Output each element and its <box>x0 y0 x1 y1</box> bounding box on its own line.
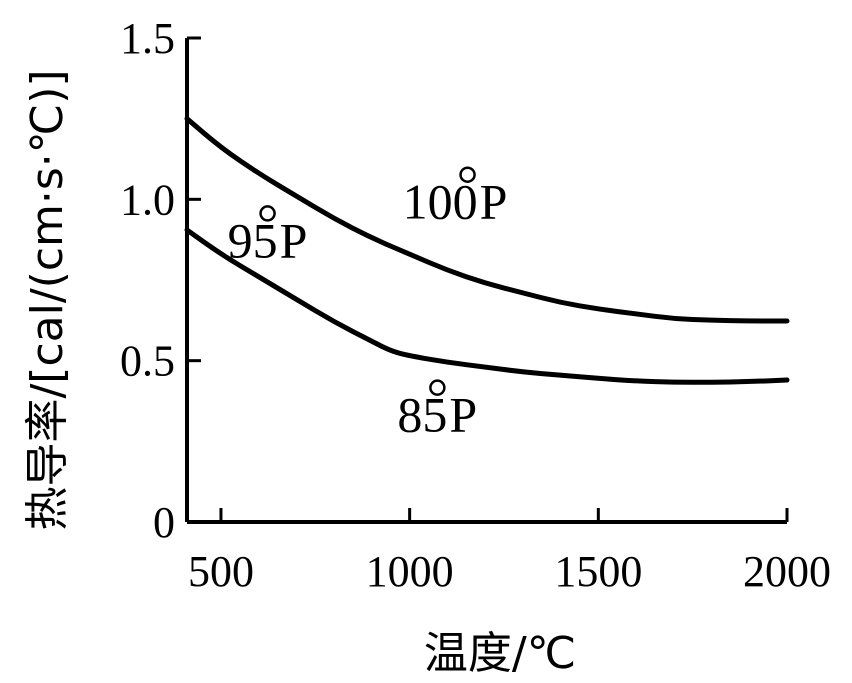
y-tick-label: 1.5 <box>120 14 175 63</box>
y-tick-label: 0.5 <box>120 337 175 386</box>
series-label-suffix: P <box>280 212 308 268</box>
y-axis-title: 热导率/[cal/(cm·s·℃)] <box>22 69 73 530</box>
series-label-100P: 100 P <box>403 166 508 230</box>
x-tick-label: 1500 <box>554 547 642 596</box>
x-axis-title: 温度/℃ <box>424 628 576 679</box>
series-label-number: 85 <box>397 387 447 443</box>
x-tick-label: 1000 <box>366 547 454 596</box>
series-lines <box>184 116 790 385</box>
series-labels: 100 P95 P85 P <box>228 166 508 443</box>
x-tick-label: 500 <box>188 547 254 596</box>
degree-ring <box>459 166 476 183</box>
x-tick-label: 2000 <box>743 547 831 596</box>
y-tick-label: 1.0 <box>120 175 175 224</box>
series-label-suffix: P <box>480 174 508 230</box>
tick-marks: 0 0.5 1.0 1.5 500 1000 1500 2000 <box>120 14 831 596</box>
series-line-95P <box>184 227 790 385</box>
degree-ring <box>259 205 276 222</box>
series-label-number: 95 <box>228 212 278 268</box>
series-label-suffix: P <box>449 387 477 443</box>
series-label-95P: 95 P <box>228 205 308 268</box>
series-label-85P: 85 P <box>397 379 477 443</box>
series-label-number: 100 <box>403 174 478 230</box>
degree-ring <box>429 379 446 396</box>
series-line-100P <box>184 116 790 324</box>
y-tick-label: 0 <box>153 498 175 547</box>
axes <box>185 38 787 524</box>
